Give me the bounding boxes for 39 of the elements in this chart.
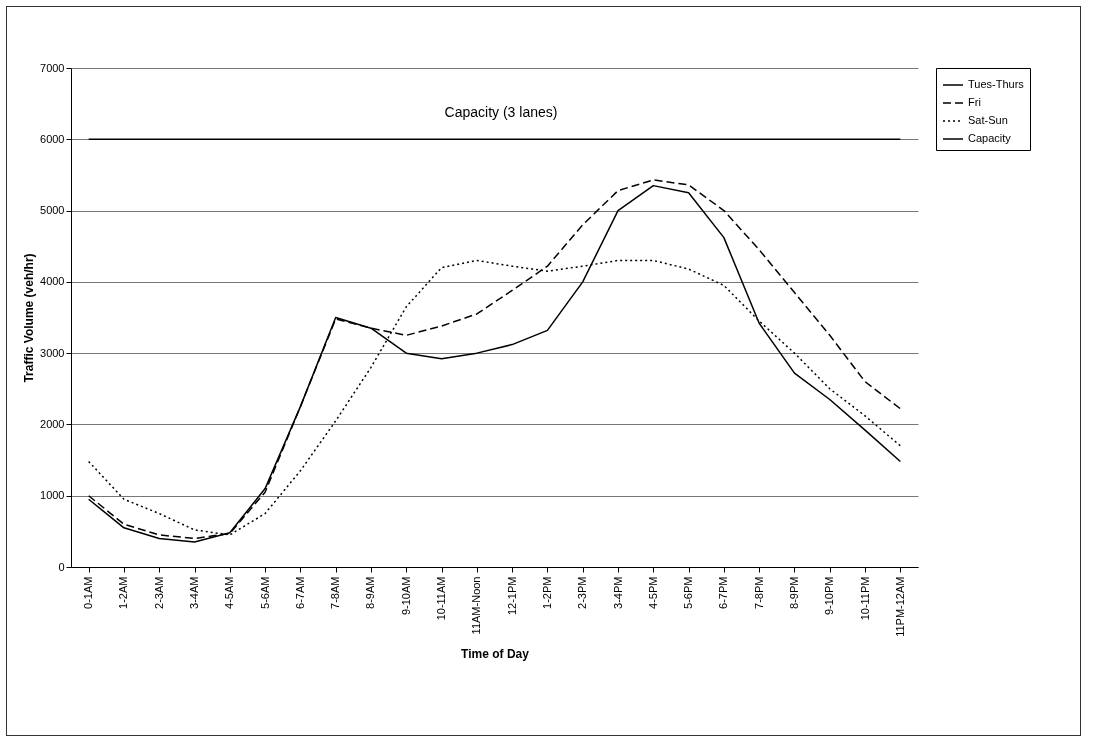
x-tick-label: 4-5PM: [646, 576, 659, 609]
y-tick-label: 7000: [40, 61, 65, 74]
x-tick-label: 1-2PM: [540, 576, 553, 609]
y-tick-label: 2000: [40, 417, 65, 430]
x-tick-label: 9-10AM: [399, 576, 412, 616]
legend-label: Fri: [968, 96, 981, 108]
annotation: Capacity (3 lanes): [444, 104, 558, 120]
x-tick-label: 9-10PM: [823, 576, 836, 616]
x-tick-label: 1-2AM: [117, 576, 130, 609]
x-tick-label: 3-4PM: [611, 576, 624, 609]
x-tick-label: 2-3PM: [576, 576, 589, 609]
x-tick-label: 7-8PM: [752, 576, 765, 609]
y-tick-label: 0: [58, 560, 65, 573]
legend-label: Tues-Thurs: [968, 78, 1025, 90]
x-tick-label: 0-1AM: [82, 576, 95, 609]
legend-label: Capacity: [968, 132, 1012, 144]
x-tick-label: 6-7PM: [717, 576, 730, 609]
x-axis-title: Time of Day: [461, 646, 530, 661]
y-tick-label: 5000: [40, 204, 65, 217]
x-tick-label: 4-5AM: [223, 576, 236, 609]
x-tick-label: 11PM-12AM: [893, 576, 906, 637]
x-tick-label: 8-9AM: [364, 576, 377, 609]
y-tick-label: 6000: [40, 132, 65, 145]
x-tick-label: 11AM-Noon: [470, 576, 483, 635]
y-tick-label: 4000: [40, 275, 65, 288]
x-tick-label: 3-4AM: [188, 576, 201, 609]
y-axis-title: Traffic Volume (veh/hr): [22, 253, 37, 383]
legend-label: Sat-Sun: [968, 114, 1008, 126]
x-tick-label: 8-9PM: [787, 576, 800, 609]
x-tick-label: 6-7AM: [293, 576, 306, 609]
y-tick-label: 3000: [40, 346, 65, 359]
x-tick-label: 12-1PM: [505, 576, 518, 616]
x-tick-label: 10-11AM: [435, 576, 448, 621]
x-tick-label: 5-6AM: [258, 576, 271, 609]
y-tick-label: 1000: [40, 489, 65, 502]
x-tick-label: 10-11PM: [858, 576, 871, 621]
x-tick-label: 2-3AM: [152, 576, 165, 609]
x-tick-label: 5-6PM: [682, 576, 695, 609]
x-tick-label: 7-8AM: [329, 576, 342, 609]
